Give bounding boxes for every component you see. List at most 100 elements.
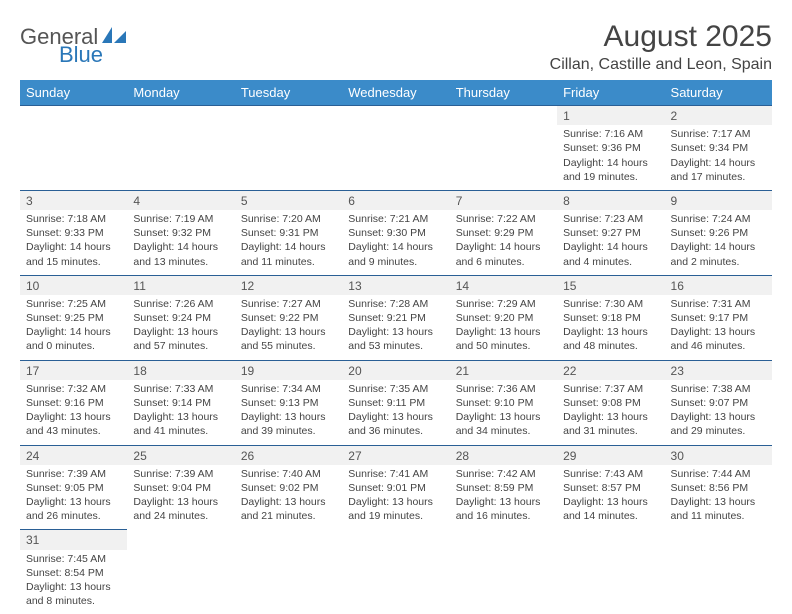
day-detail: Daylight: 14 hours bbox=[348, 240, 443, 254]
day-detail: Sunrise: 7:33 AM bbox=[133, 382, 228, 396]
day-detail: Sunset: 9:34 PM bbox=[671, 141, 766, 155]
day-number: 9 bbox=[665, 191, 772, 210]
day-number: 17 bbox=[20, 361, 127, 380]
day-detail: Sunset: 8:56 PM bbox=[671, 481, 766, 495]
day-detail: Sunrise: 7:18 AM bbox=[26, 212, 121, 226]
day-detail: and 15 minutes. bbox=[26, 255, 121, 269]
month-title: August 2025 bbox=[550, 20, 772, 54]
day-detail: Daylight: 13 hours bbox=[133, 495, 228, 509]
day-header: Saturday bbox=[665, 80, 772, 106]
calendar-week: 24Sunrise: 7:39 AMSunset: 9:05 PMDayligh… bbox=[20, 445, 772, 530]
day-detail: Sunrise: 7:37 AM bbox=[563, 382, 658, 396]
day-number: 1 bbox=[557, 106, 664, 125]
calendar-day: 15Sunrise: 7:30 AMSunset: 9:18 PMDayligh… bbox=[557, 275, 664, 360]
day-detail: Daylight: 14 hours bbox=[26, 240, 121, 254]
day-detail: Sunrise: 7:45 AM bbox=[26, 552, 121, 566]
day-detail: Sunrise: 7:25 AM bbox=[26, 297, 121, 311]
day-detail: and 14 minutes. bbox=[563, 509, 658, 523]
day-header: Friday bbox=[557, 80, 664, 106]
day-detail: Sunset: 9:04 PM bbox=[133, 481, 228, 495]
day-number: 30 bbox=[665, 446, 772, 465]
calendar-empty bbox=[20, 106, 127, 191]
day-detail: Daylight: 14 hours bbox=[563, 240, 658, 254]
calendar-day: 17Sunrise: 7:32 AMSunset: 9:16 PMDayligh… bbox=[20, 360, 127, 445]
day-detail: and 50 minutes. bbox=[456, 339, 551, 353]
day-detail: and 48 minutes. bbox=[563, 339, 658, 353]
day-number: 26 bbox=[235, 446, 342, 465]
day-number: 5 bbox=[235, 191, 342, 210]
calendar-day: 8 Sunrise: 7:23 AMSunset: 9:27 PMDaylight… bbox=[557, 190, 664, 275]
calendar-week: 3Sunrise: 7:18 AMSunset: 9:33 PMDaylight… bbox=[20, 190, 772, 275]
day-detail: Daylight: 14 hours bbox=[26, 325, 121, 339]
calendar-week: 17Sunrise: 7:32 AMSunset: 9:16 PMDayligh… bbox=[20, 360, 772, 445]
calendar-day: 26Sunrise: 7:40 AMSunset: 9:02 PMDayligh… bbox=[235, 445, 342, 530]
day-detail: and 53 minutes. bbox=[348, 339, 443, 353]
day-detail: Sunset: 9:11 PM bbox=[348, 396, 443, 410]
day-number: 6 bbox=[342, 191, 449, 210]
day-detail: Daylight: 13 hours bbox=[563, 410, 658, 424]
day-detail: Sunset: 8:59 PM bbox=[456, 481, 551, 495]
day-detail: and 2 minutes. bbox=[671, 255, 766, 269]
day-detail: Sunset: 9:02 PM bbox=[241, 481, 336, 495]
day-detail: Sunset: 9:07 PM bbox=[671, 396, 766, 410]
calendar-day: 24Sunrise: 7:39 AMSunset: 9:05 PMDayligh… bbox=[20, 445, 127, 530]
day-detail: Sunset: 9:10 PM bbox=[456, 396, 551, 410]
day-detail: Sunrise: 7:21 AM bbox=[348, 212, 443, 226]
day-detail: and 21 minutes. bbox=[241, 509, 336, 523]
day-number: 24 bbox=[20, 446, 127, 465]
sail-icon bbox=[102, 25, 128, 50]
day-number: 4 bbox=[127, 191, 234, 210]
day-detail: and 46 minutes. bbox=[671, 339, 766, 353]
day-detail: Sunset: 8:54 PM bbox=[26, 566, 121, 580]
day-detail: Daylight: 13 hours bbox=[456, 495, 551, 509]
day-detail: Sunrise: 7:28 AM bbox=[348, 297, 443, 311]
day-header: Monday bbox=[127, 80, 234, 106]
location: Cillan, Castille and Leon, Spain bbox=[550, 56, 772, 74]
day-detail: Sunset: 9:18 PM bbox=[563, 311, 658, 325]
day-detail: and 26 minutes. bbox=[26, 509, 121, 523]
day-detail: Sunset: 9:26 PM bbox=[671, 226, 766, 240]
calendar-day: 10Sunrise: 7:25 AMSunset: 9:25 PMDayligh… bbox=[20, 275, 127, 360]
day-detail: Daylight: 13 hours bbox=[241, 495, 336, 509]
day-detail: Sunset: 9:29 PM bbox=[456, 226, 551, 240]
day-number: 16 bbox=[665, 276, 772, 295]
day-detail: and 41 minutes. bbox=[133, 424, 228, 438]
day-number: 20 bbox=[342, 361, 449, 380]
day-detail: Sunset: 9:36 PM bbox=[563, 141, 658, 155]
day-detail: and 11 minutes. bbox=[241, 255, 336, 269]
day-detail: Sunset: 9:20 PM bbox=[456, 311, 551, 325]
calendar-day: 18Sunrise: 7:33 AMSunset: 9:14 PMDayligh… bbox=[127, 360, 234, 445]
day-detail: Sunrise: 7:22 AM bbox=[456, 212, 551, 226]
day-detail: Sunrise: 7:23 AM bbox=[563, 212, 658, 226]
day-detail: Daylight: 13 hours bbox=[133, 410, 228, 424]
day-detail: and 24 minutes. bbox=[133, 509, 228, 523]
calendar-empty bbox=[235, 530, 342, 614]
calendar-week: 1Sunrise: 7:16 AMSunset: 9:36 PMDaylight… bbox=[20, 106, 772, 191]
day-number: 25 bbox=[127, 446, 234, 465]
day-detail: Sunset: 9:27 PM bbox=[563, 226, 658, 240]
calendar-empty bbox=[557, 530, 664, 614]
day-detail: Sunset: 9:13 PM bbox=[241, 396, 336, 410]
day-detail: Daylight: 13 hours bbox=[456, 325, 551, 339]
day-detail: and 36 minutes. bbox=[348, 424, 443, 438]
calendar-day: 1Sunrise: 7:16 AMSunset: 9:36 PMDaylight… bbox=[557, 106, 664, 191]
day-detail: Daylight: 13 hours bbox=[456, 410, 551, 424]
day-header: Tuesday bbox=[235, 80, 342, 106]
calendar-empty bbox=[127, 106, 234, 191]
day-number: 29 bbox=[557, 446, 664, 465]
day-header-row: SundayMondayTuesdayWednesdayThursdayFrid… bbox=[20, 80, 772, 106]
day-detail: Sunrise: 7:32 AM bbox=[26, 382, 121, 396]
day-number: 13 bbox=[342, 276, 449, 295]
calendar-table: SundayMondayTuesdayWednesdayThursdayFrid… bbox=[20, 80, 772, 614]
day-detail: and 16 minutes. bbox=[456, 509, 551, 523]
day-detail: and 9 minutes. bbox=[348, 255, 443, 269]
day-detail: Sunset: 9:08 PM bbox=[563, 396, 658, 410]
day-detail: Daylight: 14 hours bbox=[563, 156, 658, 170]
day-number: 21 bbox=[450, 361, 557, 380]
day-number: 3 bbox=[20, 191, 127, 210]
day-number: 8 bbox=[557, 191, 664, 210]
day-number: 12 bbox=[235, 276, 342, 295]
day-detail: Sunset: 8:57 PM bbox=[563, 481, 658, 495]
day-detail: Daylight: 13 hours bbox=[671, 410, 766, 424]
day-detail: Daylight: 13 hours bbox=[348, 410, 443, 424]
